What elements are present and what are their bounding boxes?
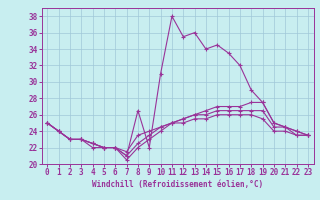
X-axis label: Windchill (Refroidissement éolien,°C): Windchill (Refroidissement éolien,°C) xyxy=(92,180,263,189)
